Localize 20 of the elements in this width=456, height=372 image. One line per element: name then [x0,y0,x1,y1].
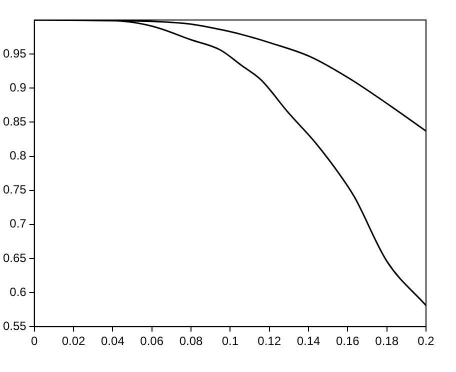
x-tick-label: 0.2 [418,334,435,348]
y-tick-label: 0.55 [2,318,27,333]
x-tick-label: 0.18 [375,334,399,348]
x-tick-label: 0.14 [296,334,321,348]
y-tick-label: 0.65 [2,250,27,265]
y-tick-label: 0.7 [10,216,27,231]
y-tick-label: 0.8 [10,148,27,163]
x-tick-label: 0.04 [101,334,125,348]
x-tick-label: 0.1 [222,334,239,348]
y-tick-label: 0.85 [2,114,27,129]
y-tick-label: 0.9 [10,80,27,94]
x-tick-label: 0.16 [336,334,360,348]
x-tick-label: 0.08 [179,334,204,348]
x-tick-label: 0.06 [140,334,164,348]
x-tick-label: 0 [31,334,38,348]
y-tick-label: 0.6 [10,284,27,299]
x-tick-label: 0.12 [258,334,282,348]
y-tick-label: 0.95 [2,46,27,60]
x-tick-label: 0.02 [62,334,86,348]
y-tick-label: 0.75 [2,182,27,197]
